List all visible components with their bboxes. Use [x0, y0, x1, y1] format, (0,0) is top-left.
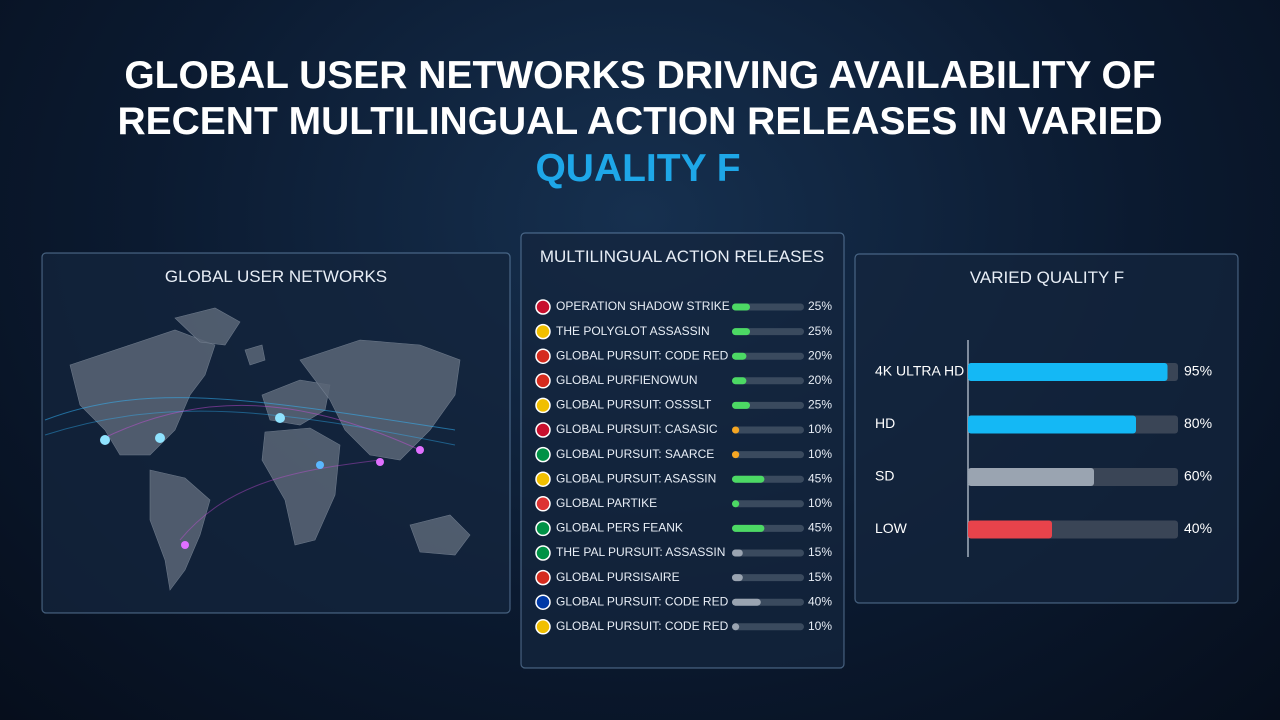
release-name: GLOBAL PURSUIT: CODE RED: [556, 348, 729, 362]
network-glow: [44, 397, 456, 549]
bar-track: [732, 574, 804, 582]
release-name: OPERATION SHADOW STRIKE: [556, 299, 730, 313]
bar: [968, 363, 1168, 381]
bar: [732, 352, 747, 360]
bar-track: [732, 303, 804, 311]
flag: [535, 594, 551, 610]
bar: [732, 500, 740, 508]
value-label: 10%: [808, 496, 832, 510]
release-name: GLOBAL PURSUIT: CODE RED: [556, 619, 729, 633]
bar: [732, 524, 765, 532]
bar: [968, 415, 1136, 434]
flag: [535, 323, 551, 340]
bar: [732, 475, 765, 483]
bar-track: [732, 328, 804, 336]
flag: [535, 520, 551, 537]
flag: [535, 373, 551, 389]
releases-panel: [520, 232, 845, 669]
bar-track: [732, 500, 804, 508]
category-label: LOW: [875, 520, 908, 536]
bar: [732, 598, 761, 606]
release-name: GLOBAL PURFIENOWUN: [556, 373, 698, 387]
title-accent: QUALITY F: [535, 147, 740, 190]
bar-track: [732, 401, 804, 409]
release-name: THE POLYGLOT ASSASSIN: [556, 324, 710, 338]
flag: [535, 619, 551, 635]
release-name: GLOBAL PURSUIT: ASASSIN: [556, 471, 716, 485]
release-name: GLOBAL PERS FEANK: [556, 521, 683, 535]
bar: [732, 303, 750, 311]
value-label: 80%: [1184, 415, 1212, 431]
bar-track: [732, 426, 804, 434]
flag: [535, 471, 551, 487]
bar: [732, 574, 743, 582]
value-label: 95%: [1184, 363, 1212, 379]
value-label: 20%: [808, 348, 832, 362]
value-label: 25%: [808, 398, 832, 412]
bar: [732, 549, 743, 557]
release-name: GLOBAL PURSUIT: SAARCE: [556, 447, 714, 461]
flag: [535, 397, 551, 414]
bar-track: [732, 623, 804, 631]
value-label: 45%: [808, 521, 832, 535]
value-label: 25%: [808, 299, 832, 313]
quality-chart: 4K ULTRA HD 95% HD 80% SD 60% LOW 40%: [875, 363, 1212, 539]
category-label: SD: [875, 468, 894, 484]
category-label: HD: [875, 415, 895, 431]
title-line: GLOBAL USER NETWORKS DRIVING AVAILABILIT…: [124, 54, 1155, 97]
value-label: 60%: [1184, 468, 1212, 484]
flag: [535, 446, 551, 463]
flag: [535, 545, 551, 561]
release-name: THE PAL PURSUIT: ASSASSIN: [556, 545, 725, 559]
release-name: GLOBAL PURSUIT: OSSSLT: [556, 398, 712, 412]
bar: [968, 520, 1052, 539]
bar: [732, 328, 750, 336]
flag: [535, 422, 551, 438]
release-name: GLOBAL PARTIKE: [556, 496, 657, 510]
category-label: 4K ULTRA HD: [875, 363, 964, 379]
release-name: GLOBAL PURSUIT: CASASIC: [556, 422, 718, 436]
bar-track: [732, 549, 804, 557]
value-label: 10%: [808, 447, 832, 461]
releases-list: OPERATION SHADOW STRIKE 25% THE POLYGLOT A…: [535, 299, 832, 635]
bar: [968, 468, 1094, 486]
value-label: 45%: [808, 471, 832, 485]
value-label: 10%: [808, 422, 832, 436]
bar-track: [732, 451, 804, 459]
value-label: 10%: [808, 619, 832, 633]
title-line: RECENT MULTILINGUAL ACTION RELEASES IN V…: [117, 100, 1162, 143]
value-label: 20%: [808, 373, 832, 387]
panel-title: VARIED QUALITY F: [970, 268, 1124, 287]
flag: [535, 348, 551, 364]
panel-title: GLOBAL USER NETWORKS: [165, 267, 387, 286]
value-label: 25%: [808, 324, 832, 338]
bar: [732, 377, 747, 385]
value-label: 40%: [808, 594, 832, 608]
bar: [732, 451, 740, 459]
bar: [732, 426, 740, 434]
bar: [732, 401, 750, 409]
bar-track: [732, 377, 804, 385]
release-name: GLOBAL PURSUIT: CODE RED: [556, 594, 729, 608]
flag: [535, 299, 551, 315]
bar-track: [732, 352, 804, 360]
bar: [732, 623, 740, 631]
flag: [535, 496, 551, 512]
release-name: GLOBAL PURSISAIRE: [556, 570, 680, 584]
flag: [535, 569, 551, 586]
panel-title: MULTILINGUAL ACTION RELEASES: [540, 247, 824, 266]
value-label: 15%: [808, 570, 832, 584]
value-label: 40%: [1184, 520, 1212, 536]
value-label: 15%: [808, 545, 832, 559]
